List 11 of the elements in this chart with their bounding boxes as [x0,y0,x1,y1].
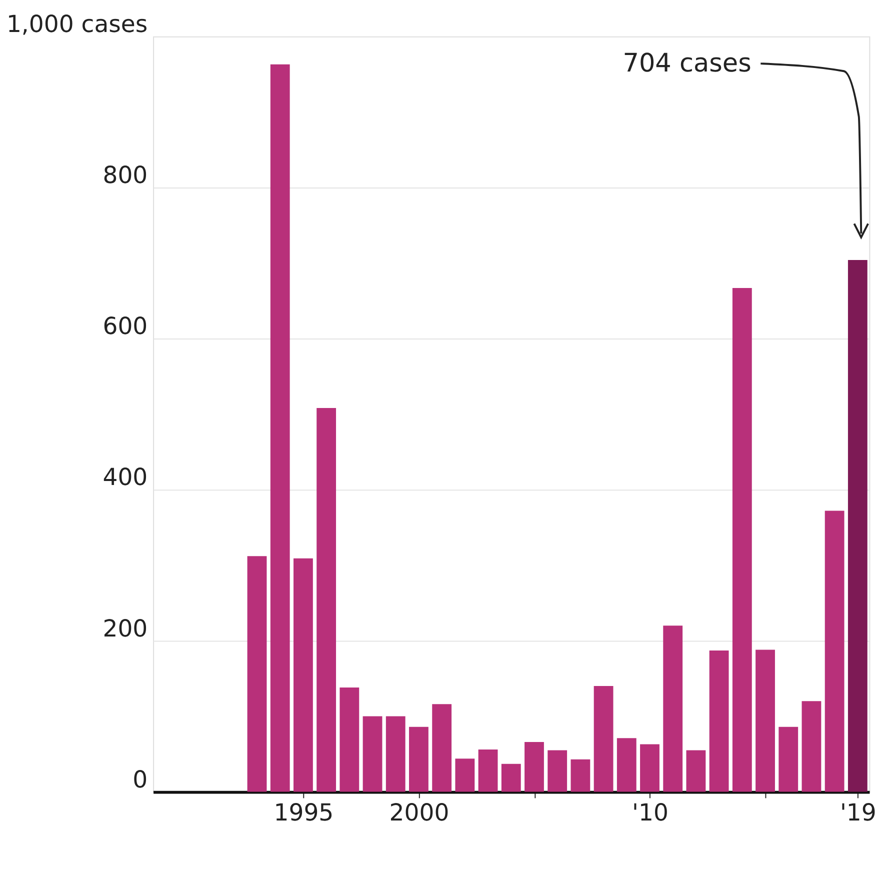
y-tick-label: 1,000 cases [6,10,148,38]
y-tick-label: 800 [102,161,148,190]
annotation: 704 cases [622,48,752,78]
x-tick-label: '19 [840,798,876,827]
y-tick-label: 200 [102,614,148,642]
y-tick-label: 0 [132,765,148,794]
x-tick-label: 1995 [274,798,334,827]
y-tick-label: 400 [102,463,148,492]
y-tick-label: 600 [102,312,148,340]
x-tick-label: 2000 [389,798,450,827]
x-tick-label: '10 [632,798,668,827]
